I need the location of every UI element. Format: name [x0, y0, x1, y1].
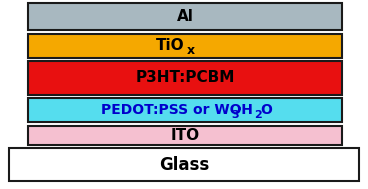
Text: O: O: [260, 103, 272, 117]
Bar: [28, 98, 342, 122]
Bar: [28, 126, 342, 145]
Text: TiO: TiO: [156, 38, 185, 53]
Text: Al: Al: [177, 9, 193, 24]
Bar: [28, 61, 342, 94]
Bar: [28, 34, 342, 58]
Text: P3HT:PCBM: P3HT:PCBM: [135, 70, 235, 85]
Text: PEDOT:PSS or WO: PEDOT:PSS or WO: [101, 103, 242, 117]
Text: Glass: Glass: [159, 156, 209, 174]
Bar: [9, 148, 359, 181]
Text: x: x: [187, 44, 195, 57]
Text: 3: 3: [231, 110, 238, 120]
Text: ·H: ·H: [237, 103, 254, 117]
Text: ITO: ITO: [170, 128, 199, 143]
Text: 2: 2: [254, 110, 262, 120]
Bar: [28, 3, 342, 30]
